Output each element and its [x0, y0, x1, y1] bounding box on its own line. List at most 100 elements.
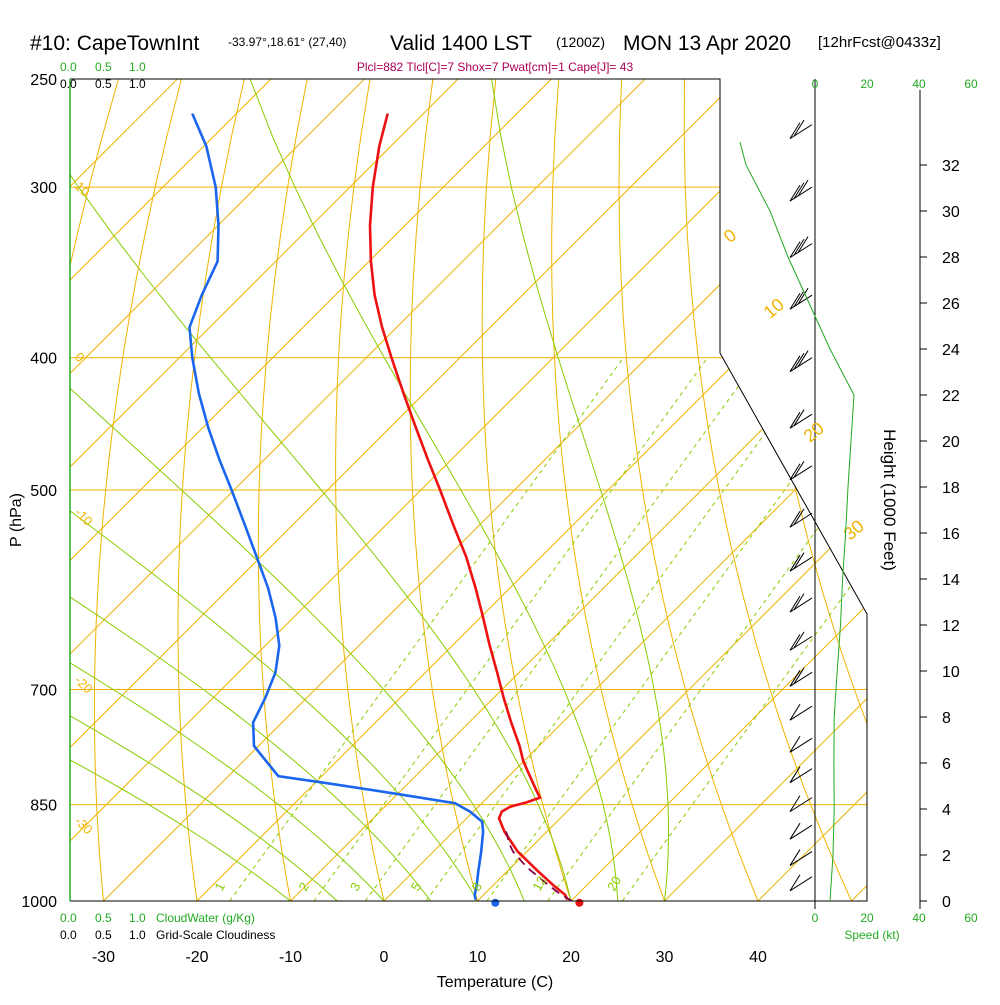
surface-temperature-marker: [575, 899, 583, 907]
chart-title-date: MON 13 Apr 2020: [623, 32, 791, 55]
x-tick-label: -20: [185, 949, 208, 966]
cloudwater-scale-top-1: 1.0: [129, 60, 146, 74]
isotherm-line: [852, 79, 1000, 901]
height-tick-label: 20: [942, 434, 960, 451]
stability-indices: Plcl=882 Tlcl[C]=7 Shox=7 Pwat[cm]=1 Cap…: [357, 60, 634, 74]
x-tick-label: 10: [469, 949, 487, 966]
cloudiness-scale-0: 0.0: [60, 928, 77, 942]
wind-speed-axis-title: Speed (kt): [844, 928, 899, 942]
wind-barb-flag: [790, 185, 800, 201]
wind-barb-flag: [790, 850, 800, 866]
wind-barb-flag: [798, 180, 808, 196]
wind-barb-flag: [790, 736, 800, 752]
grid-clip: [0, 79, 1000, 901]
wind-barb-staff: [790, 125, 812, 139]
height-tick-label: 10: [942, 664, 960, 681]
cloudiness-legend: Grid-Scale Cloudiness: [156, 928, 275, 942]
dry-adiabat-label: -10: [72, 505, 96, 529]
profile-clip: [190, 114, 572, 901]
wind-speed-top-label: 60: [964, 77, 978, 91]
mixing-ratio-label: 1: [211, 880, 228, 894]
wind-barb-flag: [794, 120, 804, 136]
wind-speed-top-label: 0: [812, 77, 819, 91]
wind-barb-flag: [790, 823, 800, 839]
wind-speed-top-label: 20: [860, 77, 874, 91]
mixing-ratio-line: [314, 358, 708, 901]
height-tick-label: 32: [942, 158, 960, 175]
pressure-tick-label: 400: [30, 351, 57, 368]
wind-barb-flag: [790, 555, 800, 571]
isotherm-label: 0: [720, 225, 741, 247]
height-tick-label: 24: [942, 342, 960, 359]
isotherm-label: 20: [800, 418, 828, 446]
cloudwater-scale-top-0: 0.0: [60, 60, 77, 74]
wind-barb-staff: [790, 244, 812, 258]
wind-barb-flag: [790, 670, 800, 686]
height-tick-label: 16: [942, 526, 960, 543]
wind-barb-flag: [790, 242, 800, 258]
isotherm-label: 30: [840, 516, 868, 544]
x-tick-label: 20: [562, 949, 580, 966]
cloudwater-scale-05: 0.5: [95, 911, 112, 925]
cloudiness-scale-1: 1.0: [129, 928, 146, 942]
chart-title-forecast: [12hrFcst@0433z]: [818, 34, 941, 51]
height-tick-label: 30: [942, 204, 960, 221]
wind-barb-flag: [790, 634, 800, 650]
wind-barb-flag: [790, 511, 800, 527]
pressure-tick-label: 850: [30, 798, 57, 815]
wind-barb-staff: [790, 358, 812, 372]
wind-speed-top-label: 40: [912, 77, 926, 91]
x-tick-label: 40: [749, 949, 767, 966]
wind-barb-flag: [794, 461, 804, 477]
height-tick-label: 2: [942, 848, 951, 865]
wind-barb-flag: [794, 632, 804, 648]
wind-barb-flag: [794, 239, 804, 255]
mixing-ratio-label: 12: [529, 874, 549, 894]
cloudwater-legend: CloudWater (g/Kg): [156, 911, 255, 925]
wind-barb-flag: [790, 596, 800, 612]
height-tick-label: 28: [942, 250, 960, 267]
dry-adiabat: [810, 79, 1000, 901]
wind-barb-staff: [790, 877, 812, 891]
frame: [70, 79, 920, 909]
wind-barbs: [790, 120, 812, 891]
height-tick-label: 12: [942, 618, 960, 635]
wind-barb-flag: [790, 796, 800, 812]
cloudwater-scale-top-05: 0.5: [95, 60, 112, 74]
height-tick-label: 14: [942, 572, 960, 589]
pressure-tick-label: 1000: [21, 894, 57, 911]
wind-barb-flag: [794, 291, 804, 307]
surface-dewpoint-marker: [491, 899, 499, 907]
height-profile-line: [740, 142, 854, 901]
x-tick-label: 0: [380, 949, 389, 966]
height-panel: [740, 142, 854, 901]
chart-title-coords: -33.97°,18.61° (27,40): [228, 35, 346, 49]
pressure-tick-label: 700: [30, 683, 57, 700]
wind-barb-flag: [794, 353, 804, 369]
isotherm-label: 10: [760, 294, 788, 322]
wind-barb-staff: [790, 825, 812, 839]
wind-barb-flag: [794, 594, 804, 610]
height-tick-label: 4: [942, 802, 951, 819]
wind-barb-flag: [790, 293, 800, 309]
cloudiness-scale-top-05: 0.5: [95, 77, 112, 91]
height-axis-title: Height (1000 Feet): [880, 429, 899, 571]
wind-barb-flag: [790, 875, 800, 891]
dry-adiabat-label: -30: [72, 813, 96, 837]
wind-barb-flag: [790, 704, 800, 720]
wind-barb-staff: [790, 598, 812, 612]
pressure-tick-label: 500: [30, 483, 57, 500]
wind-speed-bottom-label: 40: [912, 911, 926, 925]
wind-speed-bottom-label: 0: [812, 911, 819, 925]
wind-speed-bottom-label: 20: [860, 911, 874, 925]
dry-adiabat-label: 0: [72, 349, 88, 365]
wind-barb-flag: [790, 464, 800, 480]
wind-barb-staff: [790, 852, 812, 866]
height-tick-label: 26: [942, 296, 960, 313]
height-tick-label: 22: [942, 388, 960, 405]
wind-barb-flag: [790, 123, 800, 139]
mixing-ratio-label: 20: [604, 874, 624, 894]
y-axis-title: P (hPa): [8, 493, 25, 547]
